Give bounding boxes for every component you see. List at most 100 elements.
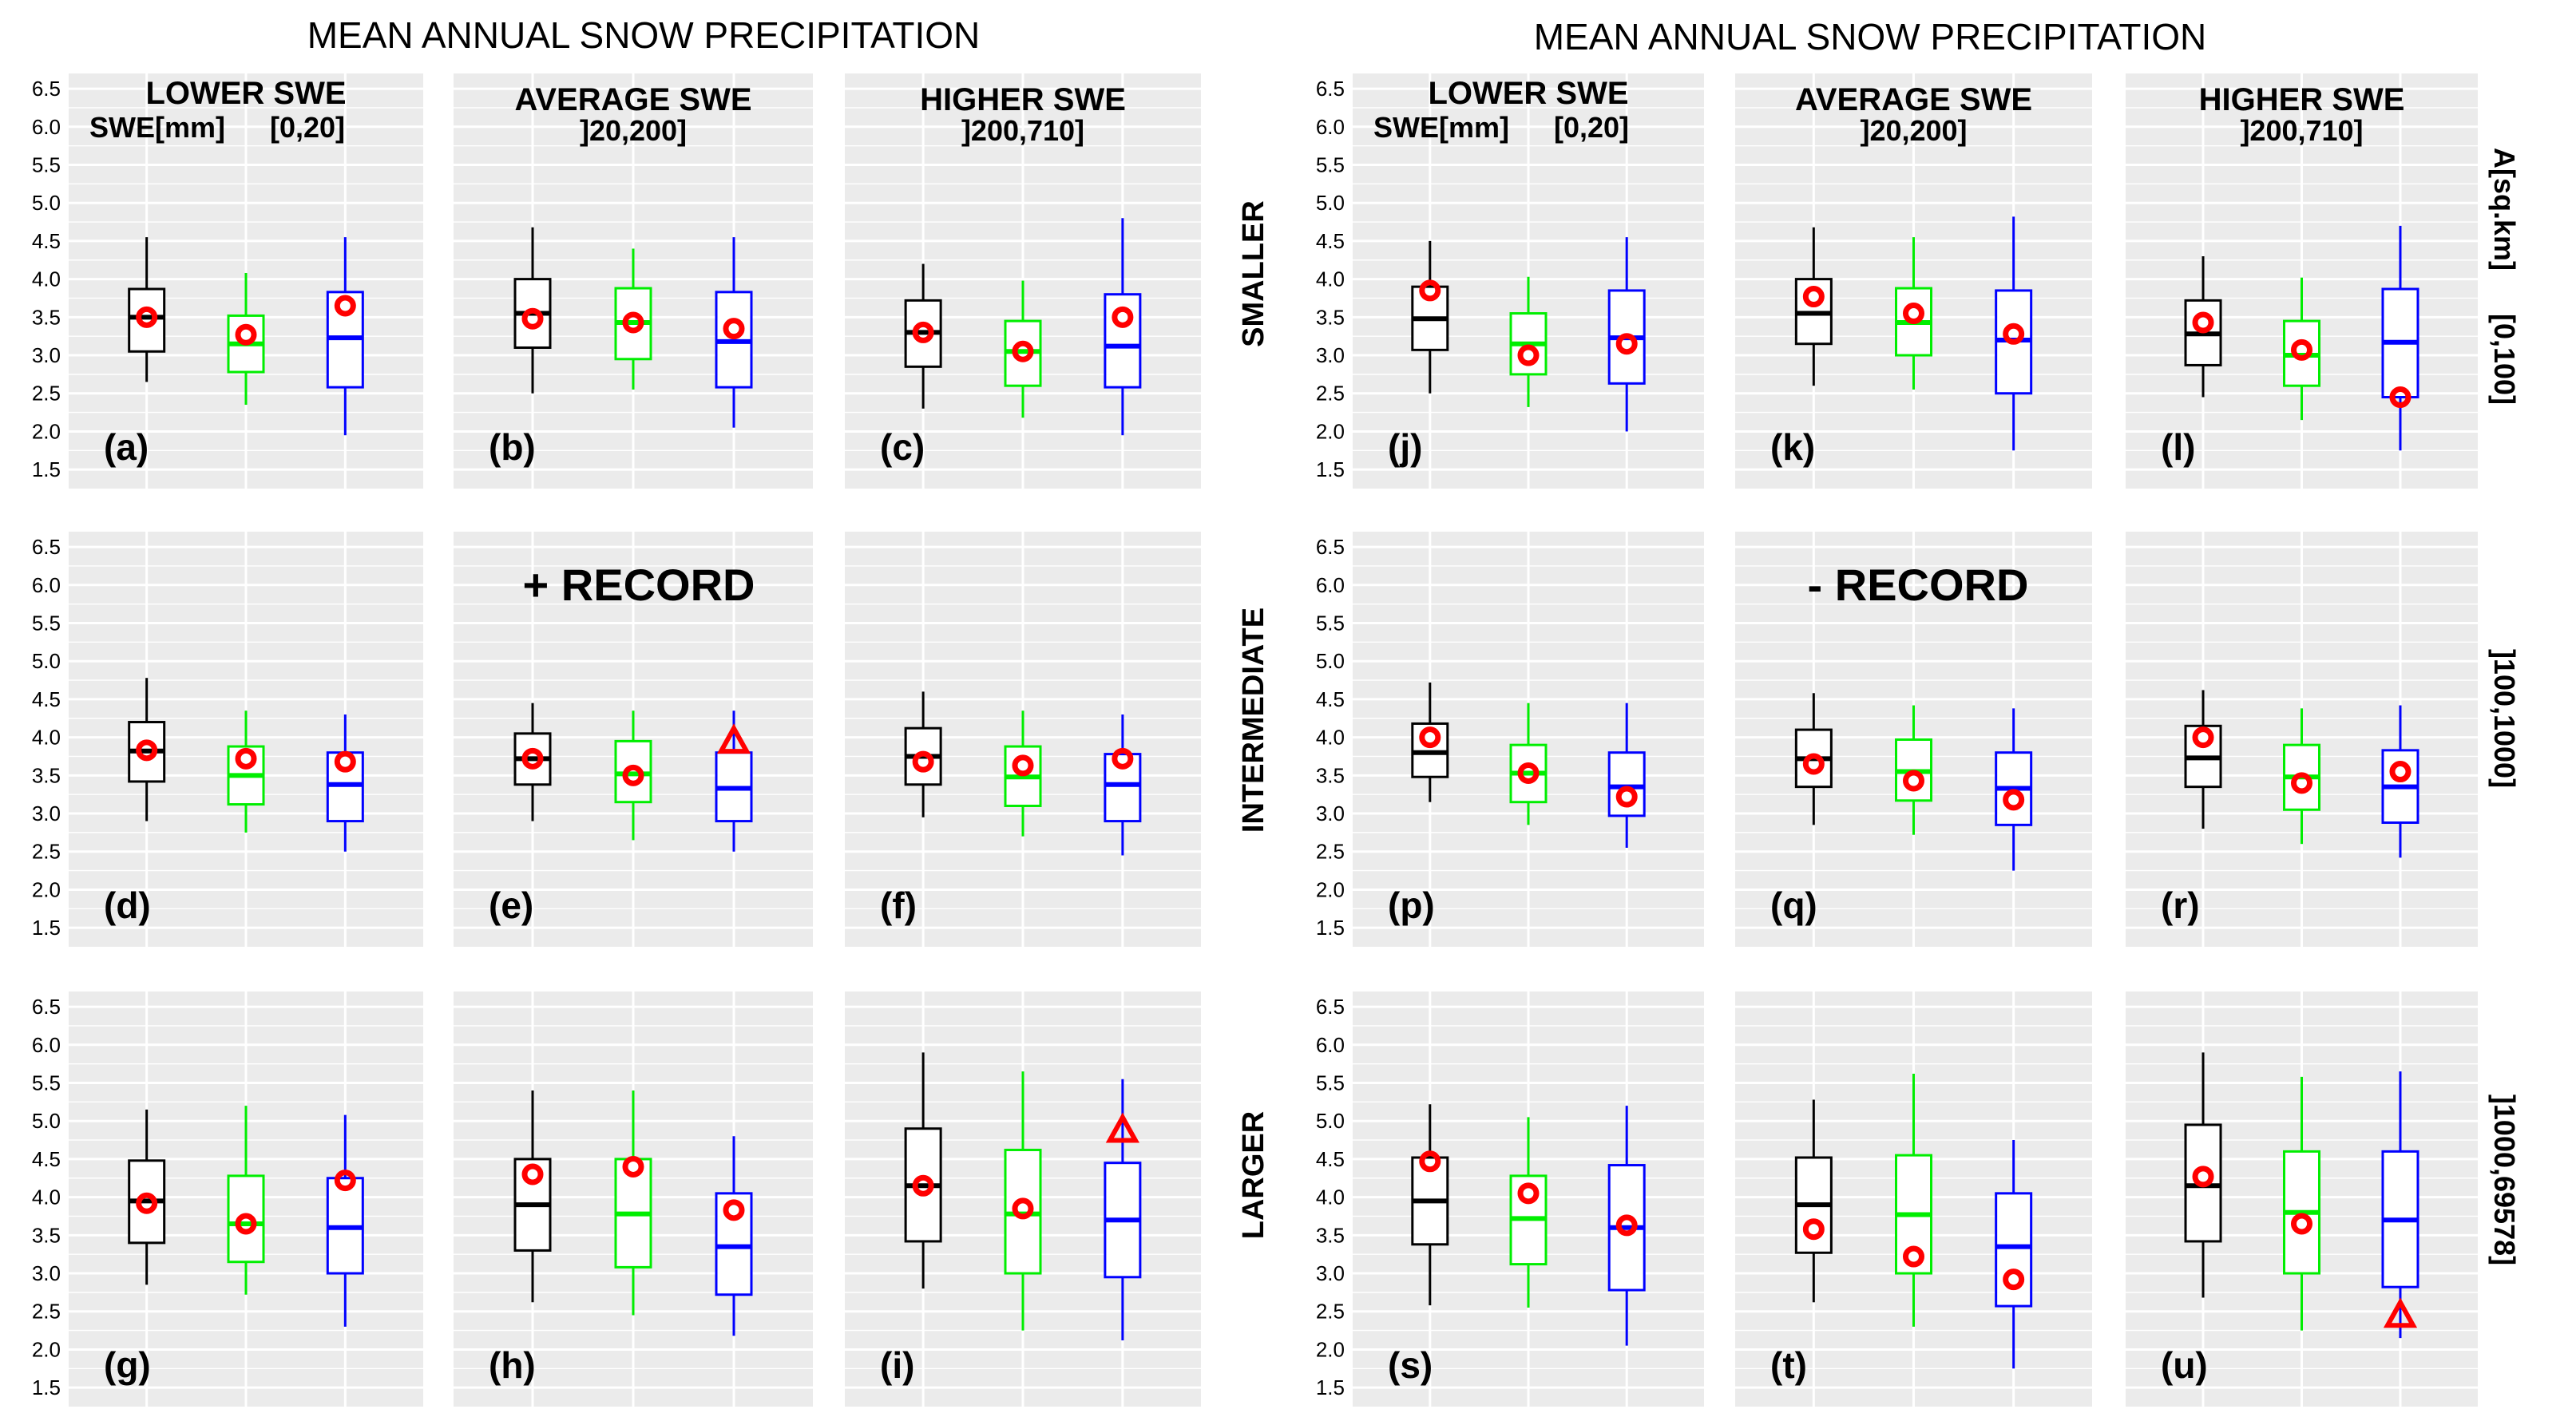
y-tick-label: 5.5 (1316, 1071, 1345, 1094)
y-tick-label: 5.0 (32, 191, 61, 215)
y-tick-label: 3.5 (1316, 1223, 1345, 1247)
y-tick-label: 3.0 (1316, 343, 1345, 367)
column-header-name: HIGHER SWE (920, 82, 1126, 117)
record-circle-marker (136, 1192, 158, 1214)
box-green (1895, 237, 1932, 390)
box-black (1794, 693, 1833, 825)
y-tick-label: 5.5 (1316, 611, 1345, 635)
record-circle-marker (136, 739, 158, 762)
record-circle-marker (1419, 726, 1441, 749)
y-tick-label: 3.5 (1316, 305, 1345, 329)
y-tick-label: 2.5 (1316, 840, 1345, 864)
y-tick-label: 4.0 (1316, 726, 1345, 750)
box-black (513, 703, 552, 821)
record-circle-marker (521, 1163, 544, 1185)
record-circle-marker (2192, 311, 2214, 334)
y-tick-label: 1.5 (1316, 916, 1345, 940)
box-black (2184, 690, 2222, 829)
box-iqr (128, 287, 166, 353)
left-record-annotation: + RECORD (523, 560, 755, 610)
panel-l: (l) HIGHER SWE]200,710] (2126, 73, 2478, 489)
y-tick-label: 6.5 (32, 535, 61, 559)
panel-label: (b) (489, 426, 536, 468)
y-tick-label: 3.0 (1316, 802, 1345, 825)
record-circle-marker (136, 306, 158, 328)
right-figure-title: MEAN ANNUAL SNOW PRECIPITATION (1534, 16, 2207, 57)
record-triangle-marker (1105, 1112, 1139, 1143)
record-circle-marker (521, 307, 544, 330)
record-circle-marker (334, 295, 356, 317)
record-circle-marker (1419, 1150, 1441, 1173)
record-circle-marker (1012, 1197, 1034, 1220)
left-figure-title: MEAN ANNUAL SNOW PRECIPITATION (307, 14, 981, 56)
y-tick-label: 1.5 (1316, 1375, 1345, 1399)
record-circle-marker (2003, 789, 2025, 811)
column-header-name: LOWER SWE (145, 76, 346, 111)
y-tick-label: 2.5 (1316, 1300, 1345, 1324)
record-circle-marker (2291, 1213, 2312, 1235)
panel-g: 1.5 2.0 2.5 3.0 3.5 4.0 4.5 5.0 5.5 6.0 6.5 (g) (32, 992, 423, 1407)
y-tick-label: 6.0 (32, 115, 61, 139)
y-tick-label: 1.5 (32, 916, 61, 940)
box-black (128, 237, 166, 382)
box-green (1509, 276, 1548, 407)
y-tick-label: 6.5 (32, 995, 61, 1019)
box-blue (326, 1114, 364, 1327)
y-tick-label: 5.0 (1316, 1109, 1345, 1133)
box-iqr (227, 1174, 265, 1264)
box-black (1411, 240, 1449, 394)
swe-unit-label: SWE[mm] (1373, 111, 1509, 144)
y-tick-label: 2.5 (32, 840, 61, 864)
y-tick-label: 3.0 (32, 1261, 61, 1285)
y-tick-label: 6.5 (1316, 535, 1345, 559)
y-tick-label: 4.5 (32, 687, 61, 711)
y-tick-label: 6.0 (1316, 115, 1345, 139)
panel-j: 1.5 2.0 2.5 3.0 3.5 4.0 4.5 5.0 5.5 6.0 6.5 (j) LOWE… (1316, 73, 1704, 489)
record-circle-marker (2389, 386, 2412, 409)
swe-unit-label: SWE[mm] (89, 111, 225, 144)
box-green (614, 1090, 652, 1316)
column-header-range: ]20,200] (580, 114, 687, 147)
record-circle-marker (1112, 306, 1134, 328)
panel-label: (i) (880, 1344, 914, 1386)
record-circle-marker (1802, 753, 1825, 775)
record-circle-marker (2003, 323, 2025, 345)
box-green (1004, 1071, 1042, 1331)
column-header-name: AVERAGE SWE (514, 82, 751, 117)
y-tick-label: 1.5 (1316, 457, 1345, 481)
panel-d: 1.5 2.0 2.5 3.0 3.5 4.0 4.5 5.0 5.5 6.0 6.5 (d) (32, 532, 423, 947)
record-circle-marker (912, 750, 934, 773)
panel-t: (t) (1735, 992, 2092, 1407)
box-black (1794, 227, 1833, 386)
record-circle-marker (1903, 1245, 1924, 1268)
box-blue (1104, 714, 1142, 856)
y-tick-label: 5.5 (32, 611, 61, 635)
box-blue (2381, 225, 2419, 451)
y-tick-label: 6.0 (32, 573, 61, 597)
panel-label: (a) (104, 426, 149, 468)
record-circle-marker (1615, 786, 1638, 808)
record-circle-marker (622, 311, 644, 334)
box-green (227, 272, 265, 406)
column-header-name: LOWER SWE (1428, 76, 1628, 111)
panel-f: (f) (845, 532, 1201, 947)
y-tick-label: 3.5 (32, 1223, 61, 1247)
box-blue (326, 237, 364, 436)
panel-b: (b) AVERAGE SWE]20,200] (454, 73, 813, 489)
y-tick-label: 6.5 (1316, 77, 1345, 101)
panel-q: (q) (1735, 532, 2092, 947)
record-circle-marker (1615, 333, 1638, 355)
box-blue (1607, 1106, 1646, 1346)
record-circle-marker (1802, 286, 1825, 308)
y-tick-label: 4.5 (1316, 687, 1345, 711)
box-black (1794, 1099, 1833, 1303)
box-blue (1607, 237, 1646, 432)
panel-label: (r) (2161, 885, 2200, 926)
column-header-range: [0,20] (1554, 111, 1629, 144)
y-tick-label: 6.0 (32, 1033, 61, 1057)
box-black (904, 1052, 942, 1289)
y-tick-label: 5.5 (32, 152, 61, 176)
box-green (614, 710, 652, 841)
box-green (227, 710, 265, 833)
